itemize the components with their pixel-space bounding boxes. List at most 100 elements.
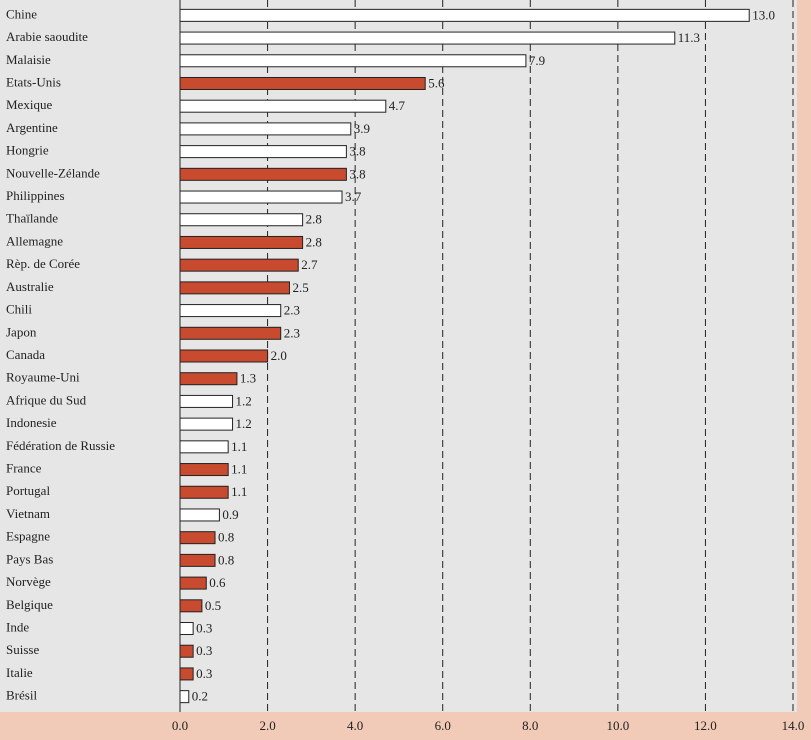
value-label: 0.8 bbox=[218, 530, 234, 545]
value-label: 13.0 bbox=[752, 7, 775, 22]
value-label: 2.0 bbox=[271, 348, 287, 363]
y-tick-label: Portugal bbox=[6, 483, 50, 498]
bar bbox=[179, 622, 194, 636]
value-label: 3.8 bbox=[349, 144, 365, 159]
value-label: 2.7 bbox=[301, 257, 318, 272]
y-tick-label: Chili bbox=[6, 302, 32, 317]
value-label: 3.9 bbox=[354, 121, 370, 136]
value-label: 0.3 bbox=[196, 666, 212, 681]
bar bbox=[179, 76, 426, 90]
bar bbox=[179, 145, 347, 159]
y-tick-label: Vietnam bbox=[6, 506, 50, 521]
y-tick-label: Suisse bbox=[6, 642, 39, 657]
bar bbox=[179, 326, 282, 340]
value-label: 5.6 bbox=[428, 75, 445, 90]
bar bbox=[179, 394, 234, 408]
y-tick-label: Chine bbox=[6, 6, 37, 21]
x-tick-label: 2.0 bbox=[259, 718, 275, 733]
y-tick-label: Arabie saoudite bbox=[6, 29, 88, 44]
x-tick-label: 0.0 bbox=[172, 718, 188, 733]
bar bbox=[179, 258, 299, 272]
bar bbox=[179, 485, 229, 499]
value-label: 2.3 bbox=[284, 303, 300, 318]
value-label: 0.6 bbox=[209, 575, 226, 590]
bar bbox=[179, 463, 229, 477]
bar bbox=[179, 54, 527, 68]
bar bbox=[179, 599, 203, 613]
bar bbox=[179, 99, 387, 113]
x-tick-label: 12.0 bbox=[694, 718, 717, 733]
bar bbox=[179, 690, 190, 704]
bar bbox=[179, 372, 238, 386]
value-label: 0.9 bbox=[222, 507, 238, 522]
x-tick-label: 4.0 bbox=[347, 718, 363, 733]
y-tick-label: Malaisie bbox=[6, 52, 51, 67]
y-tick-label: Pays Bas bbox=[6, 551, 53, 566]
bar bbox=[179, 644, 194, 658]
value-label: 2.8 bbox=[306, 212, 322, 227]
bar bbox=[179, 213, 304, 227]
y-tick-label: Etats-Unis bbox=[6, 74, 61, 89]
x-tick-label: 14.0 bbox=[782, 718, 805, 733]
y-tick-label: Canada bbox=[6, 347, 45, 362]
value-label: 4.7 bbox=[389, 98, 406, 113]
y-tick-label: Italie bbox=[6, 665, 33, 680]
bar bbox=[179, 190, 343, 204]
value-label: 3.7 bbox=[345, 189, 362, 204]
value-label: 2.5 bbox=[292, 280, 308, 295]
value-label: 2.8 bbox=[306, 234, 322, 249]
bar bbox=[179, 553, 216, 567]
bar bbox=[179, 235, 304, 249]
value-label: 3.8 bbox=[349, 166, 365, 181]
y-tick-label: Thaïlande bbox=[6, 211, 58, 226]
y-tick-label: Afrique du Sud bbox=[6, 392, 87, 407]
value-label: 0.3 bbox=[196, 621, 212, 636]
value-label: 1.1 bbox=[231, 439, 247, 454]
x-tick-label: 10.0 bbox=[606, 718, 629, 733]
y-tick-label: Nouvelle-Zélande bbox=[6, 165, 100, 180]
plot-panel bbox=[0, 0, 797, 712]
y-tick-label: Australie bbox=[6, 279, 54, 294]
bar bbox=[179, 167, 347, 181]
y-tick-label: Brésil bbox=[6, 688, 37, 703]
y-tick-label: Fédération de Russie bbox=[6, 438, 115, 453]
value-label: 0.5 bbox=[205, 598, 221, 613]
y-tick-label: Japon bbox=[6, 324, 37, 339]
bar bbox=[179, 440, 229, 454]
y-tick-label: Norvège bbox=[6, 574, 51, 589]
value-label: 0.2 bbox=[192, 689, 208, 704]
bar bbox=[179, 122, 352, 136]
y-tick-label: Belgique bbox=[6, 597, 53, 612]
bar bbox=[179, 8, 750, 22]
y-tick-label: Inde bbox=[6, 620, 29, 635]
bar bbox=[179, 508, 220, 522]
value-label: 7.9 bbox=[529, 53, 545, 68]
bar bbox=[179, 349, 269, 363]
x-tick-label: 6.0 bbox=[435, 718, 451, 733]
value-label: 11.3 bbox=[678, 30, 700, 45]
bar bbox=[179, 31, 676, 45]
x-tick-label: 8.0 bbox=[522, 718, 538, 733]
value-label: 1.1 bbox=[231, 484, 247, 499]
y-tick-label: Rèp. de Corée bbox=[6, 256, 80, 271]
y-tick-label: Philippines bbox=[6, 188, 65, 203]
y-tick-label: Royaume-Uni bbox=[6, 370, 80, 385]
value-label: 1.1 bbox=[231, 462, 247, 477]
value-label: 1.3 bbox=[240, 371, 256, 386]
y-tick-label: Mexique bbox=[6, 97, 52, 112]
y-tick-label: Hongrie bbox=[6, 143, 49, 158]
value-label: 1.2 bbox=[236, 416, 252, 431]
bar bbox=[179, 531, 216, 545]
value-label: 0.3 bbox=[196, 643, 212, 658]
bar bbox=[179, 304, 282, 318]
value-label: 0.8 bbox=[218, 552, 234, 567]
bar bbox=[179, 576, 207, 590]
bar bbox=[179, 281, 290, 295]
value-label: 2.3 bbox=[284, 325, 300, 340]
y-tick-label: Indonesie bbox=[6, 415, 57, 430]
y-tick-label: Espagne bbox=[6, 529, 50, 544]
bar bbox=[179, 667, 194, 681]
y-tick-label: Allemagne bbox=[6, 233, 63, 248]
